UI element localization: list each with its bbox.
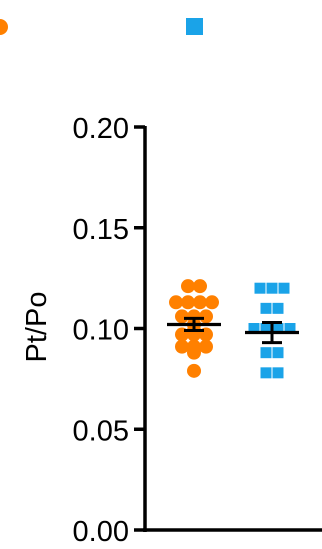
- data-points: [169, 279, 296, 379]
- data-point: [278, 282, 290, 294]
- data-point: [272, 323, 284, 334]
- legend-marker-circle: [0, 19, 8, 35]
- data-point: [272, 302, 284, 314]
- data-point: [181, 295, 195, 310]
- data-point: [272, 347, 284, 359]
- data-point: [199, 309, 213, 324]
- data-point: [254, 282, 266, 294]
- mean-sem-bars: [167, 316, 299, 345]
- data-point: [284, 323, 296, 334]
- data-point: [187, 363, 201, 378]
- data-point: [175, 309, 189, 324]
- data-point: [193, 279, 207, 294]
- data-point: [199, 339, 213, 354]
- y-tick-label: 0.00: [73, 516, 129, 544]
- legend-marker-square: [186, 18, 203, 35]
- legend: [0, 18, 203, 35]
- data-point: [175, 339, 189, 354]
- y-tick-label: 0.20: [73, 113, 129, 145]
- data-point: [260, 347, 272, 359]
- y-axis-label: Pt/Po: [21, 292, 53, 363]
- data-point: [248, 323, 260, 334]
- y-tick-label: 0.15: [73, 214, 129, 246]
- data-point: [169, 295, 183, 310]
- data-point: [266, 282, 278, 294]
- y-tick-label: 0.05: [73, 415, 129, 447]
- y-tick-label: 0.10: [73, 315, 129, 347]
- data-point: [187, 345, 201, 360]
- data-point: [205, 295, 219, 310]
- data-point: [272, 367, 284, 379]
- y-axis: 0.00 0.05 0.10 0.15 0.20: [73, 113, 322, 548]
- data-point: [260, 323, 272, 334]
- data-point: [260, 367, 272, 379]
- data-point: [260, 302, 272, 314]
- data-point: [181, 279, 195, 294]
- data-point: [193, 295, 207, 310]
